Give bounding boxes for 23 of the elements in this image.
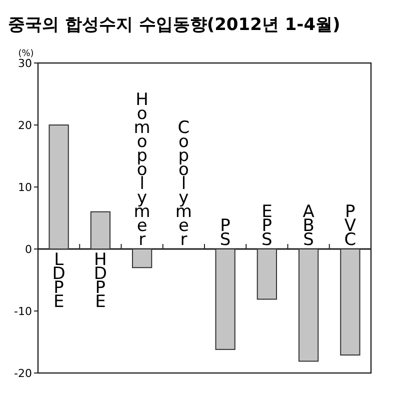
x-tick-label: PS xyxy=(220,216,231,250)
x-tick-label: ABS xyxy=(302,202,315,250)
y-tick-label: 20 xyxy=(18,119,32,132)
x-tick-label: PVC xyxy=(344,202,356,250)
x-tick-label: EPS xyxy=(262,202,272,250)
category-label: Homopolymer xyxy=(134,90,150,250)
bar xyxy=(340,248,360,356)
y-axis-title: (%) xyxy=(18,49,34,59)
bar xyxy=(48,124,69,250)
y-tick-label: 30 xyxy=(18,57,32,70)
bar xyxy=(132,248,152,268)
x-tick-label: HDPE xyxy=(94,250,107,312)
y-tick-label: 10 xyxy=(18,181,32,194)
category-label: Copolymer xyxy=(175,118,192,250)
x-tick-label: LDPE xyxy=(52,250,66,312)
chart-title: 중국의 합성수지 수입동향(2012년 1-4월) xyxy=(8,15,340,35)
bar xyxy=(298,248,319,362)
y-tick-label: 0 xyxy=(25,243,32,256)
bar xyxy=(256,248,278,300)
y-tick-label: -20 xyxy=(14,367,32,380)
bar xyxy=(90,211,111,250)
y-tick-label: -10 xyxy=(14,305,32,318)
bar xyxy=(215,248,236,350)
